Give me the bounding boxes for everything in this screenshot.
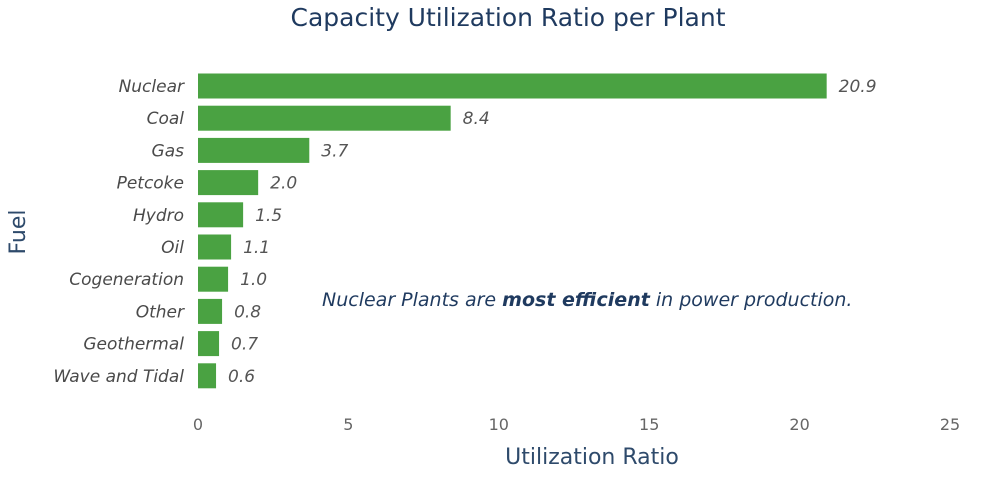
bar-wave-and-tidal — [198, 363, 217, 389]
annotation-prefix: Nuclear Plants are — [322, 289, 502, 311]
annotation-suffix: in power production. — [656, 289, 853, 311]
x-tick-label: 10 — [489, 415, 509, 434]
x-tick-label: 15 — [639, 415, 659, 434]
value-label: 1.1 — [243, 238, 270, 258]
category-label: Nuclear — [119, 77, 185, 97]
bar-cogeneration — [198, 266, 229, 292]
category-label: Oil — [161, 238, 184, 258]
bars-layer: Nuclear 20.9 Coal 8.4 Gas 3.7 Petcoke 2.0 Hydro 1… — [53, 73, 877, 389]
category-label: Coal — [147, 109, 185, 129]
bar-geothermal — [198, 331, 220, 357]
category-label: Other — [136, 302, 185, 322]
bar-coal — [198, 105, 451, 131]
chart-annotation: Nuclear Plants are most efficient in pow… — [322, 289, 852, 311]
value-label: 0.6 — [228, 367, 255, 387]
category-label: Cogeneration — [69, 270, 184, 290]
category-label: Wave and Tidal — [53, 367, 184, 387]
category-label: Hydro — [133, 206, 184, 226]
value-label: 1.0 — [240, 270, 267, 290]
bar-nuclear — [198, 73, 827, 99]
value-label: 0.7 — [231, 335, 258, 355]
x-tick-label: 20 — [789, 415, 809, 434]
chart-title: Capacity Utilization Ratio per Plant — [290, 3, 725, 32]
bar-other — [198, 298, 223, 324]
x-tick-label: 25 — [940, 415, 960, 434]
value-label: 8.4 — [463, 109, 490, 129]
x-tick-label: 5 — [343, 415, 353, 434]
bar-hydro — [198, 202, 244, 228]
value-label: 3.7 — [321, 141, 348, 161]
category-label: Petcoke — [117, 174, 184, 194]
value-label: 1.5 — [255, 206, 282, 226]
category-label: Geothermal — [83, 335, 184, 355]
value-label: 2.0 — [270, 174, 297, 194]
bar-oil — [198, 234, 232, 260]
annotation-emphasis: most efficient — [502, 289, 651, 311]
bar-petcoke — [198, 170, 259, 196]
value-label: 0.8 — [234, 302, 261, 322]
y-axis-title: Fuel — [6, 209, 31, 254]
x-axis-title: Utilization Ratio — [505, 445, 679, 470]
x-tick-label: 0 — [193, 415, 203, 434]
value-label: 20.9 — [839, 77, 877, 97]
category-label: Gas — [152, 141, 185, 161]
bar-gas — [198, 137, 310, 163]
x-axis-ticks: 0 5 10 15 20 25 — [193, 415, 960, 434]
